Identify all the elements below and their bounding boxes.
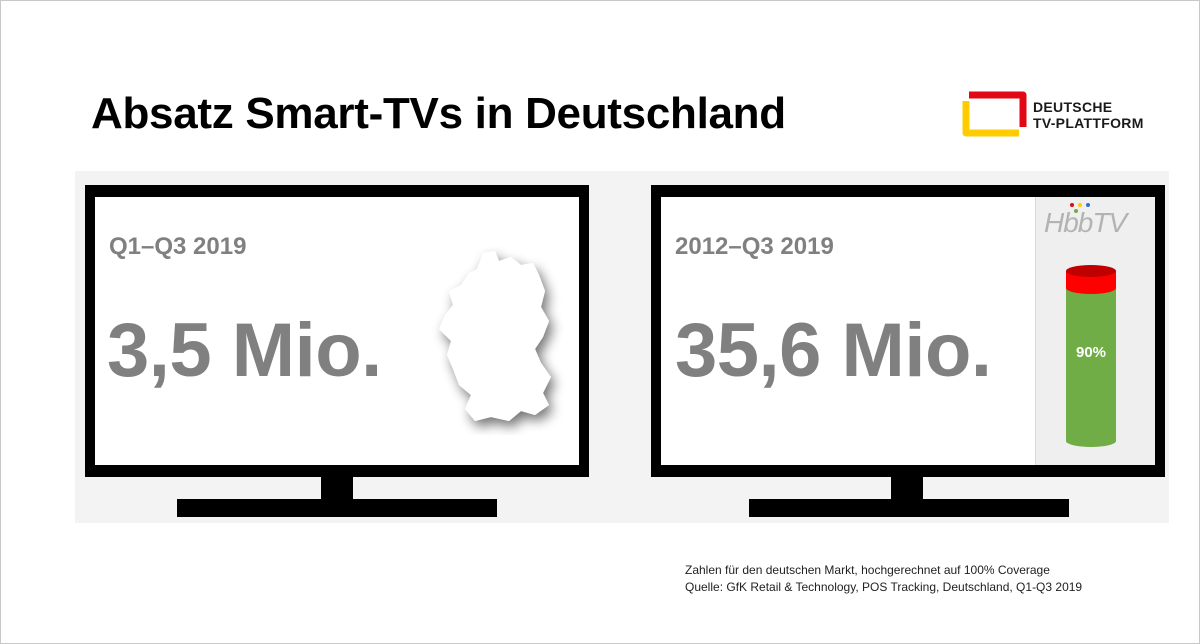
hbbtv-logo: HbbTV: [1044, 207, 1127, 238]
logo-line-1: DEUTSCHE: [1033, 99, 1113, 115]
tv-left-stand-neck: [321, 475, 353, 503]
tv-right-screen: 2012–Q3 2019 35,6 Mio. HbbTV 90%: [661, 197, 1155, 465]
tv-right-value: 35,6 Mio.: [675, 308, 992, 393]
tv-left-stand-base: [177, 499, 497, 517]
hbbtv-dot-yellow: [1078, 203, 1082, 207]
germany-map-icon: [439, 251, 551, 421]
footnote-line-1: Zahlen für den deutschen Markt, hochgere…: [685, 563, 1050, 577]
hbbtv-dot-blue: [1086, 203, 1090, 207]
footnote: Zahlen für den deutschen Markt, hochgere…: [685, 562, 1082, 596]
tv-left-period: Q1–Q3 2019: [109, 233, 247, 260]
deutsche-tv-plattform-logo: DEUTSCHE TV-PLATTFORM: [959, 89, 1149, 139]
footnote-line-2: Quelle: GfK Retail & Technology, POS Tra…: [685, 580, 1083, 594]
tv-right-stand-neck: [891, 475, 923, 503]
hbbtv-bar-rest-bottom: [1066, 282, 1116, 294]
logo-mark-icon: [962, 91, 1027, 137]
page-title: Absatz Smart-TVs in Deutschland: [91, 89, 786, 138]
hbbtv-share-bar: 90%: [1066, 265, 1116, 447]
logo-text: DEUTSCHE TV-PLATTFORM: [1033, 99, 1144, 131]
hbbtv-panel: HbbTV 90%: [1035, 197, 1155, 465]
hbbtv-bar-top: [1066, 265, 1116, 277]
hbbtv-dot-red: [1070, 203, 1074, 207]
tv-left-screen: Q1–Q3 2019 3,5 Mio.: [95, 197, 579, 465]
logo-line-2: TV-PLATTFORM: [1033, 115, 1144, 131]
tv-right-stand-base: [749, 499, 1069, 517]
hbbtv-dot-green: [1074, 209, 1078, 213]
tv-right-period: 2012–Q3 2019: [675, 233, 834, 260]
tv-left: Q1–Q3 2019 3,5 Mio.: [85, 185, 589, 477]
tv-left-value: 3,5 Mio.: [107, 308, 382, 393]
hbbtv-bar-share-segment: [1066, 288, 1116, 441]
hbbtv-share-label: 90%: [1076, 344, 1106, 361]
tv-right: 2012–Q3 2019 35,6 Mio. HbbTV 90%: [651, 185, 1165, 477]
